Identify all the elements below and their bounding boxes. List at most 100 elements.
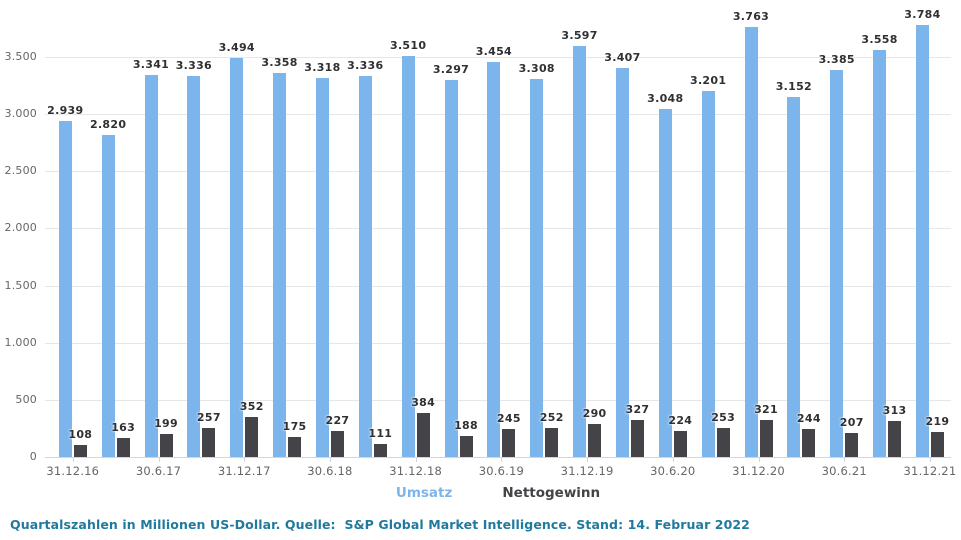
y-gridline [45, 57, 951, 58]
bar-umsatz[interactable] [744, 26, 758, 457]
legend-item-umsatz[interactable]: Umsatz [395, 485, 453, 501]
x-axis-tick [672, 457, 674, 462]
bar-umsatz[interactable] [144, 75, 158, 457]
bar-nettogewinn[interactable] [202, 427, 216, 457]
bar-nettogewinn[interactable] [159, 434, 173, 457]
data-label-nettogewinn: 252 [539, 411, 564, 425]
data-label-umsatz: 3.336 [175, 58, 212, 72]
bar-umsatz[interactable] [58, 121, 72, 457]
data-label-nettogewinn: 227 [325, 414, 350, 428]
bar-nettogewinn[interactable] [588, 423, 602, 457]
bar-nettogewinn[interactable] [845, 433, 859, 457]
x-axis-tick [844, 457, 846, 462]
chart-legend: Umsatz Nettogewinn [45, 485, 951, 501]
bar-umsatz[interactable] [915, 24, 929, 457]
bar-nettogewinn[interactable] [888, 421, 902, 457]
x-axis-label: 31.12.17 [217, 464, 271, 478]
y-axis-label: 3.500 [4, 50, 37, 63]
data-label-umsatz: 3.336 [347, 58, 384, 72]
bar-umsatz[interactable] [530, 78, 544, 457]
bar-umsatz[interactable] [315, 77, 329, 457]
x-axis-label: 31.12.16 [46, 464, 100, 478]
data-label-umsatz: 3.510 [389, 38, 427, 52]
y-axis-label: 2.000 [4, 221, 37, 235]
data-label-nettogewinn: 313 [882, 404, 907, 418]
data-label-nettogewinn: 219 [925, 414, 950, 428]
data-label-nettogewinn: 244 [796, 412, 821, 426]
data-label-nettogewinn: 163 [111, 421, 136, 435]
bar-umsatz[interactable] [787, 96, 801, 457]
y-axis-label: 1.000 [4, 335, 37, 349]
bar-nettogewinn[interactable] [673, 431, 687, 457]
bar-umsatz[interactable] [101, 134, 115, 457]
bar-nettogewinn[interactable] [116, 438, 130, 457]
bar-nettogewinn[interactable] [459, 435, 473, 457]
bar-umsatz[interactable] [873, 50, 887, 457]
y-axis-label: 2.500 [4, 164, 37, 178]
data-label-nettogewinn: 175 [282, 420, 307, 433]
x-axis-label: 31.12.21 [903, 464, 957, 478]
bar-nettogewinn[interactable] [630, 419, 644, 457]
data-label-nettogewinn: 224 [668, 414, 693, 428]
bar-nettogewinn[interactable] [545, 428, 559, 457]
y-axis-label: 1.500 [4, 278, 37, 292]
data-label-umsatz: 3.454 [475, 45, 512, 59]
bar-umsatz[interactable] [701, 91, 715, 457]
bar-umsatz[interactable] [444, 80, 458, 457]
data-label-umsatz: 2.820 [90, 117, 127, 131]
data-label-umsatz: 3.407 [604, 50, 641, 64]
data-label-nettogewinn: 188 [454, 418, 478, 432]
data-label-nettogewinn: 253 [711, 411, 736, 425]
bar-nettogewinn[interactable] [416, 413, 430, 457]
x-axis-label: 31.12.18 [389, 464, 443, 478]
data-label-nettogewinn: 384 [411, 396, 436, 410]
x-axis-tick [415, 457, 417, 462]
bar-nettogewinn[interactable] [288, 437, 302, 457]
data-label-umsatz: 3.341 [132, 58, 170, 72]
bar-nettogewinn[interactable] [73, 444, 87, 457]
bar-umsatz[interactable] [187, 75, 201, 457]
data-label-umsatz: 3.494 [218, 40, 255, 54]
bar-umsatz[interactable] [573, 45, 587, 457]
bar-nettogewinn[interactable] [716, 428, 730, 457]
bar-umsatz[interactable] [273, 73, 287, 457]
legend-item-nettogewinn[interactable]: Nettogewinn [502, 485, 601, 501]
bar-nettogewinn[interactable] [930, 431, 944, 457]
bar-umsatz[interactable] [830, 70, 844, 457]
bar-nettogewinn[interactable] [502, 429, 516, 457]
bar-umsatz[interactable] [230, 57, 244, 457]
data-label-umsatz: 2.939 [47, 104, 84, 118]
x-axis-tick [244, 457, 246, 462]
bar-nettogewinn[interactable] [330, 431, 344, 457]
y-axis-label: 0 [29, 450, 37, 463]
data-label-nettogewinn: 111 [368, 427, 393, 441]
data-label-umsatz: 3.048 [647, 91, 684, 105]
bar-umsatz[interactable] [658, 108, 672, 457]
data-label-umsatz: 3.297 [432, 63, 470, 77]
bar-umsatz[interactable] [615, 67, 629, 457]
bar-umsatz[interactable] [358, 75, 372, 457]
x-axis-label: 30.6.18 [307, 464, 353, 478]
x-axis-label: 30.6.17 [135, 464, 182, 478]
data-label-nettogewinn: 327 [625, 402, 650, 416]
x-axis-label: 30.6.21 [821, 464, 867, 478]
data-label-nettogewinn: 245 [496, 412, 521, 425]
data-label-nettogewinn: 352 [239, 399, 264, 413]
bar-nettogewinn[interactable] [759, 420, 773, 457]
bar-nettogewinn[interactable] [373, 444, 387, 457]
x-axis-tick [501, 457, 503, 462]
x-axis-tick [158, 457, 160, 462]
data-label-umsatz: 3.358 [261, 56, 298, 70]
bar-umsatz[interactable] [487, 62, 501, 457]
bar-nettogewinn[interactable] [802, 429, 816, 457]
data-label-umsatz: 3.308 [518, 61, 555, 75]
x-axis-label: 31.12.19 [560, 464, 614, 478]
data-label-umsatz: 3.201 [689, 74, 727, 88]
x-axis-tick [329, 457, 331, 462]
data-label-umsatz: 3.784 [904, 7, 941, 21]
bar-nettogewinn[interactable] [245, 416, 259, 457]
x-axis-tick [72, 457, 74, 462]
bar-umsatz[interactable] [401, 55, 415, 457]
data-label-nettogewinn: 321 [754, 403, 778, 417]
